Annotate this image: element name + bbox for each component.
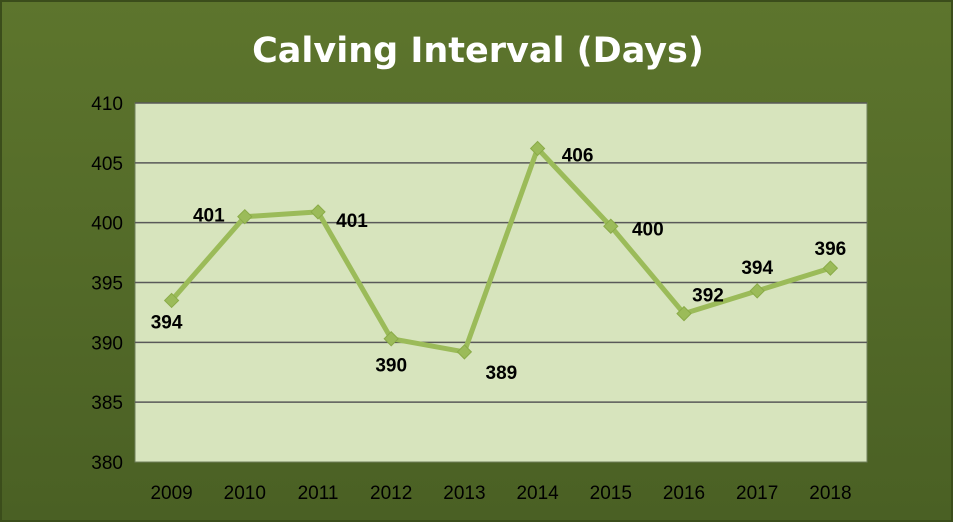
data-label: 406 bbox=[562, 145, 594, 166]
x-tick-label: 2011 bbox=[298, 483, 339, 504]
data-label: 392 bbox=[692, 286, 724, 307]
data-labels: 394 401 401 390 389 406 400 392 394 396 bbox=[151, 145, 847, 383]
data-point-marker bbox=[237, 208, 253, 225]
data-point-marker bbox=[163, 292, 180, 309]
x-tick-label: 2014 bbox=[516, 483, 559, 504]
data-point-marker bbox=[383, 331, 399, 347]
data-point-marker bbox=[603, 218, 619, 234]
data-point-marker bbox=[822, 260, 839, 276]
data-label: 400 bbox=[632, 219, 664, 240]
y-tick-label: 400 bbox=[91, 214, 123, 235]
chart-title: Calving Interval (Days) bbox=[252, 31, 704, 71]
data-label: 389 bbox=[486, 363, 518, 384]
x-axis-ticks: 2009 2010 2011 2012 2013 2014 2015 2016 2017 2018 bbox=[150, 483, 851, 504]
data-label: 394 bbox=[151, 312, 183, 333]
x-tick-label: 2015 bbox=[590, 483, 632, 504]
data-label: 396 bbox=[815, 239, 847, 260]
data-label: 401 bbox=[336, 211, 368, 232]
x-tick-label: 2013 bbox=[443, 483, 485, 504]
gridlines bbox=[135, 102, 867, 403]
x-tick-label: 2009 bbox=[150, 483, 192, 504]
y-tick-label: 405 bbox=[91, 154, 123, 175]
x-tick-label: 2017 bbox=[736, 483, 778, 504]
data-point-marker bbox=[749, 283, 765, 299]
x-tick-label: 2016 bbox=[663, 483, 705, 504]
data-label: 401 bbox=[193, 206, 225, 227]
data-point-marker bbox=[310, 204, 326, 220]
series-line bbox=[169, 146, 832, 355]
data-point-marker bbox=[529, 140, 546, 157]
y-tick-label: 385 bbox=[91, 393, 123, 414]
y-tick-label: 410 bbox=[91, 94, 123, 115]
data-label: 394 bbox=[741, 258, 773, 279]
data-markers bbox=[163, 140, 839, 360]
data-point-marker bbox=[676, 305, 692, 322]
x-tick-label: 2010 bbox=[224, 483, 266, 504]
y-tick-label: 395 bbox=[91, 274, 123, 295]
data-point-marker bbox=[456, 344, 473, 360]
x-tick-label: 2012 bbox=[370, 483, 412, 504]
y-axis-ticks: 380 385 390 395 400 405 410 bbox=[91, 94, 123, 474]
data-label: 390 bbox=[375, 356, 407, 377]
y-tick-label: 380 bbox=[91, 453, 123, 474]
y-tick-label: 390 bbox=[91, 333, 123, 354]
x-tick-label: 2018 bbox=[809, 483, 851, 504]
